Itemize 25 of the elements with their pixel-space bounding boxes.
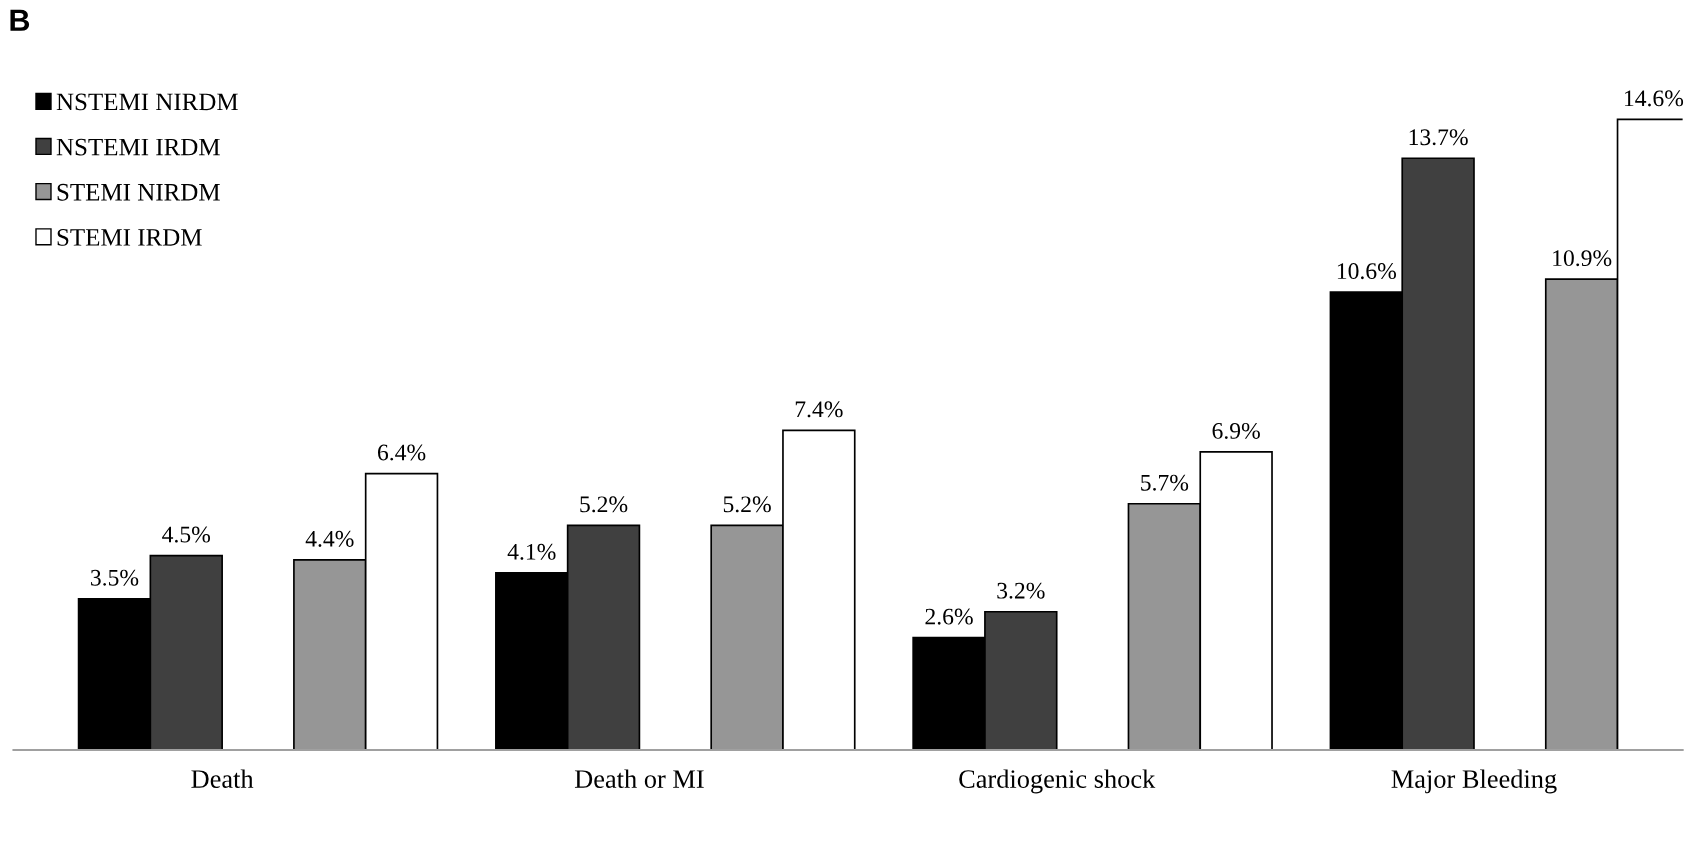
data-label: 5.7% xyxy=(1141,474,1189,491)
data-label: 7.4% xyxy=(795,401,843,418)
data-label: 2.6% xyxy=(925,608,973,625)
data-label: 4.5% xyxy=(162,526,211,543)
legend-label: NSTEMI NIRDM xyxy=(56,93,238,111)
x-tick-label: Major Bleeding xyxy=(1391,769,1557,794)
data-label: 13.7% xyxy=(1409,129,1468,146)
data-label: 14.6% xyxy=(1625,90,1684,107)
legend-label: STEMI NIRDM xyxy=(57,183,220,201)
legend-label: STEMI IRDM xyxy=(57,229,202,246)
chart-title: B xyxy=(10,9,30,31)
x-tick-label: Death xyxy=(191,769,254,788)
data-label: 4.1% xyxy=(507,543,556,560)
legend-label: NSTEMI IRDM xyxy=(56,138,220,156)
data-label: 6.9% xyxy=(1212,422,1260,439)
x-tick-label: Death or MI xyxy=(574,769,704,788)
data-label: 4.4% xyxy=(305,530,354,547)
data-label: 10.6% xyxy=(1337,263,1397,280)
x-tick-label: Cardiogenic shock xyxy=(959,769,1156,794)
data-label: 10.9% xyxy=(1553,250,1612,267)
data-label: 5.2% xyxy=(580,496,628,513)
data-label: 5.2% xyxy=(723,496,771,513)
data-label: 6.4% xyxy=(377,444,426,461)
data-label: 3.5% xyxy=(91,569,139,586)
data-label: 3.2% xyxy=(997,582,1045,599)
